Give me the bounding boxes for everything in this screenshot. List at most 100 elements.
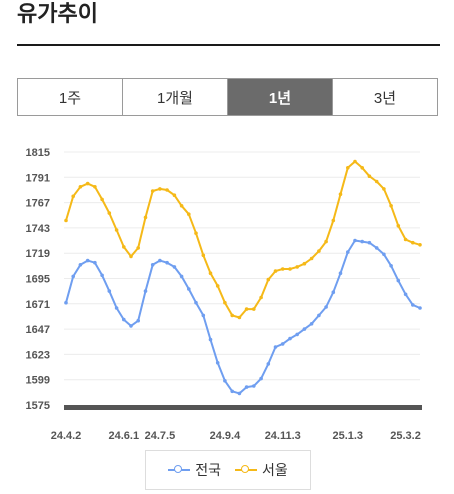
data-point [100, 273, 104, 278]
data-point [223, 379, 227, 383]
data-point [122, 245, 126, 249]
data-point [324, 239, 328, 244]
data-point [273, 345, 278, 349]
data-point [295, 332, 300, 337]
data-point [309, 322, 314, 326]
data-point [418, 306, 422, 310]
x-tick-label: 24.6.1 [108, 430, 139, 440]
series-line [65, 239, 421, 395]
y-tick-label: 1815 [26, 147, 50, 159]
x-axis-baseline [64, 405, 422, 410]
data-point [136, 246, 140, 250]
data-point [237, 315, 242, 320]
data-point [71, 194, 75, 199]
data-point [280, 267, 285, 271]
data-point [201, 313, 206, 318]
data-point [418, 243, 422, 247]
data-point [324, 305, 328, 309]
data-point [114, 306, 119, 310]
data-point [389, 204, 393, 208]
chart-series [64, 159, 422, 396]
data-point [266, 362, 271, 366]
y-tick-label: 1575 [26, 400, 50, 412]
y-tick-label: 1695 [26, 274, 50, 286]
data-point [259, 295, 263, 300]
data-point [100, 197, 104, 202]
data-point [71, 274, 75, 279]
data-point [158, 187, 162, 191]
chart-grid [64, 151, 420, 381]
tab-3-years[interactable]: 3년 [333, 79, 437, 115]
oil-price-line-chart: 1815 1791 1767 1743 1719 1695 1671 1647 1623 1599… [26, 147, 422, 440]
chart-legend: 전국 서울 [145, 450, 311, 490]
data-point [288, 267, 292, 271]
x-tick-label: 25.1.3 [332, 430, 363, 440]
data-point [353, 238, 357, 243]
data-point [150, 189, 155, 193]
data-point [107, 289, 112, 293]
data-point [259, 376, 263, 381]
series-national [64, 238, 422, 396]
data-point [150, 263, 155, 267]
y-tick-label: 1599 [26, 375, 50, 387]
x-axis-ticks: 24.4.2 24.6.1 24.7.5 24.9.4 24.11.3 25.1.3 25.… [51, 430, 421, 440]
tab-1-week[interactable]: 1주 [18, 79, 123, 115]
data-point [338, 192, 343, 196]
data-point [230, 389, 234, 394]
data-point [64, 300, 68, 305]
tab-1-month[interactable]: 1개월 [123, 79, 228, 115]
data-point [346, 166, 350, 170]
data-point [129, 254, 133, 259]
data-point [172, 265, 177, 269]
data-point [360, 166, 365, 170]
data-point [374, 179, 379, 184]
data-point [396, 224, 401, 228]
data-point [215, 284, 220, 288]
data-point [136, 318, 140, 323]
data-point [295, 265, 300, 269]
data-point [158, 258, 162, 263]
title-divider [17, 44, 440, 46]
data-point [288, 336, 292, 341]
data-point [165, 260, 169, 265]
data-point [367, 174, 372, 178]
x-tick-label: 24.9.4 [210, 430, 241, 440]
tab-1-year[interactable]: 1년 [228, 79, 333, 115]
y-tick-label: 1791 [26, 172, 50, 184]
data-point [179, 274, 184, 279]
data-point [194, 231, 198, 235]
y-axis-ticks: 1815 1791 1767 1743 1719 1695 1671 1647 1623 1599… [26, 147, 50, 412]
data-point [64, 218, 68, 223]
data-point [266, 277, 271, 282]
data-point [114, 228, 119, 232]
x-tick-label: 24.7.5 [145, 430, 176, 440]
data-point [143, 289, 148, 293]
x-tick-label: 24.4.2 [51, 430, 82, 440]
legend-label-seoul: 서울 [262, 462, 288, 478]
series-seoul [64, 159, 422, 320]
y-tick-label: 1671 [26, 299, 50, 311]
data-point [346, 250, 350, 254]
data-point [244, 385, 249, 389]
data-point [172, 193, 177, 197]
legend-swatch-national [168, 464, 191, 476]
data-point [280, 342, 285, 346]
y-tick-label: 1623 [26, 349, 50, 361]
data-point [382, 252, 386, 257]
legend-swatch-seoul [235, 464, 257, 476]
data-point [230, 313, 234, 318]
data-point [244, 307, 249, 311]
data-point [165, 188, 169, 192]
data-point [309, 256, 314, 261]
legend-item-national[interactable]: 전국 [168, 460, 221, 480]
data-point [93, 185, 97, 189]
data-point [237, 391, 242, 396]
data-point [129, 324, 133, 328]
data-point [331, 218, 336, 223]
data-point [353, 159, 357, 164]
y-tick-label: 1767 [26, 198, 50, 210]
data-point [78, 185, 83, 189]
legend-item-seoul[interactable]: 서울 [235, 460, 288, 480]
y-tick-label: 1743 [26, 223, 50, 235]
data-point [179, 204, 184, 208]
